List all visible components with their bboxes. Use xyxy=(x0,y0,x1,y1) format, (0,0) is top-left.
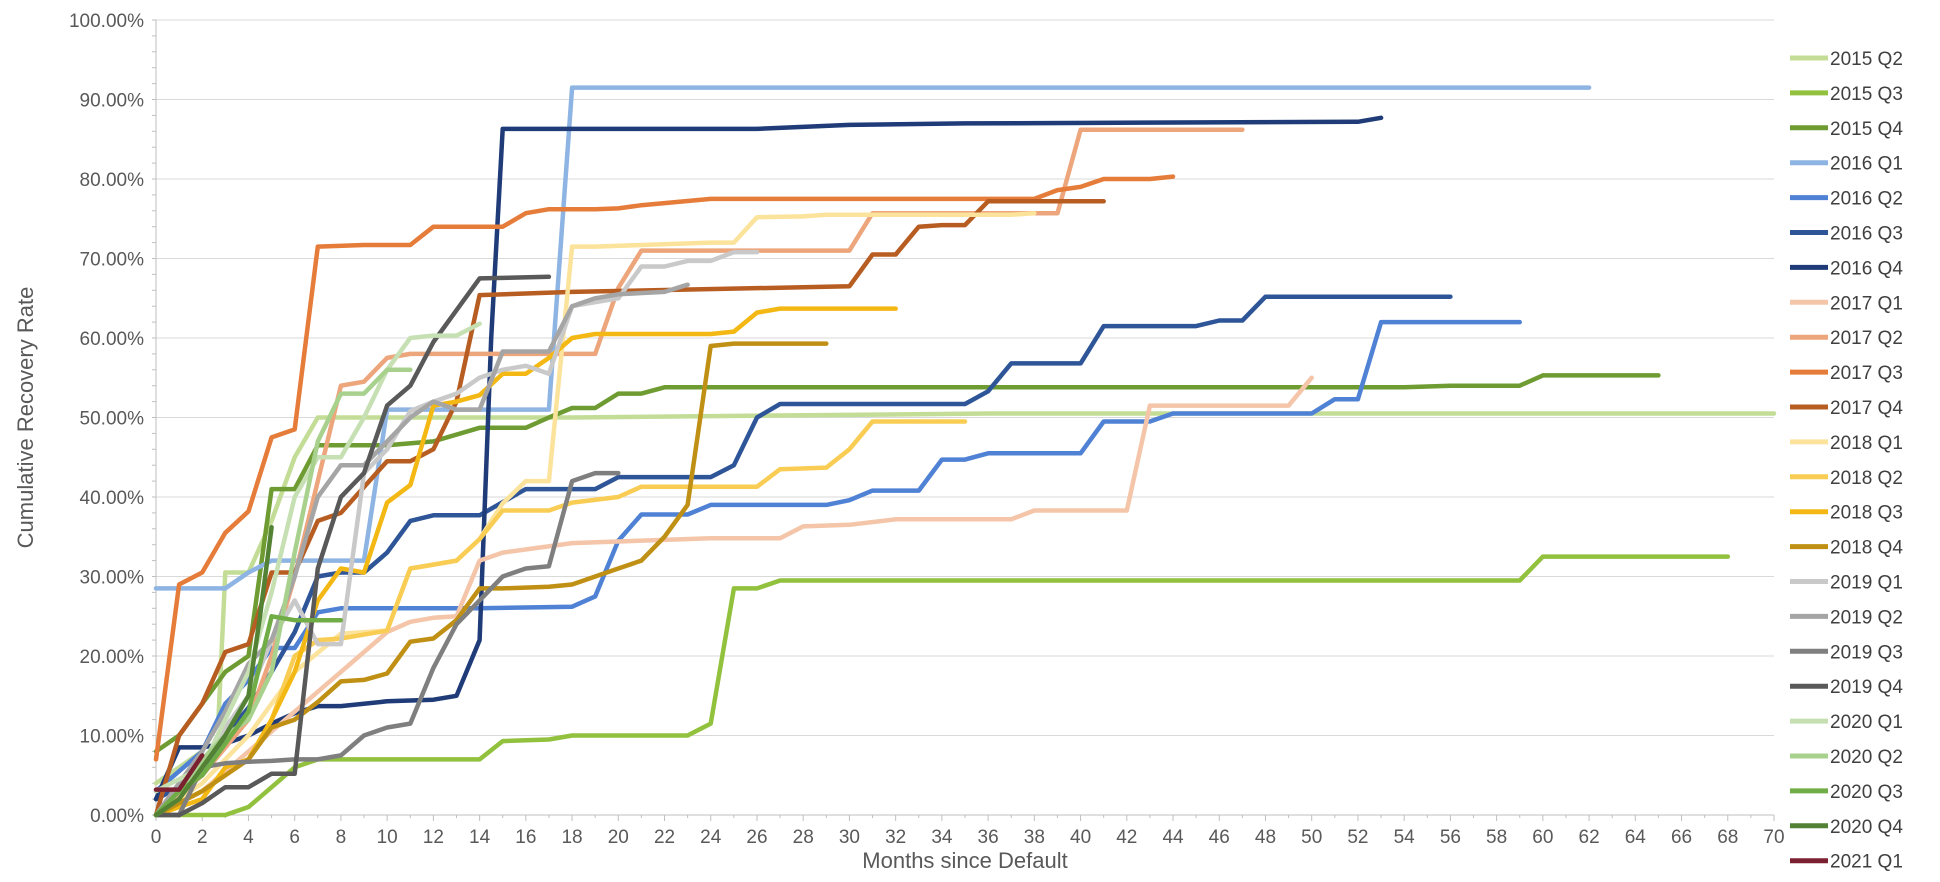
legend-entry-label: 2017 Q1 xyxy=(1830,293,1903,314)
x-tick-label: 54 xyxy=(1394,827,1416,848)
legend: 2015 Q2 2015 Q3 2015 Q4 2016 Q1 2016 Q2 2016 … xyxy=(1790,49,1903,873)
legend-entry-label: 2019 Q2 xyxy=(1830,607,1903,628)
x-tick-label: 30 xyxy=(839,827,860,848)
series-line-2018-q2 xyxy=(153,419,968,818)
x-tick-label: 20 xyxy=(608,827,629,848)
legend-entry-label: 2018 Q1 xyxy=(1830,433,1903,454)
legend-entry-label: 2018 Q2 xyxy=(1830,468,1903,489)
x-tick-label: 44 xyxy=(1162,827,1184,848)
series-line-2017-q1 xyxy=(153,375,1314,818)
x-tick-label: 56 xyxy=(1440,827,1461,848)
x-tick-label: 40 xyxy=(1070,827,1091,848)
legend-entry-label: 2015 Q4 xyxy=(1830,119,1903,140)
y-tick-label: 20.00% xyxy=(80,647,145,668)
series-line-2018-q1 xyxy=(153,210,1037,818)
y-axis-title: Cumulative Recovery Rate xyxy=(13,287,38,549)
series-line-2016-q1 xyxy=(153,85,1592,591)
x-tick-label: 12 xyxy=(423,827,444,848)
legend-entry-label: 2016 Q1 xyxy=(1830,154,1903,175)
x-tick-label: 64 xyxy=(1625,827,1647,848)
y-tick-label: 40.00% xyxy=(80,488,145,509)
x-tick-label: 48 xyxy=(1255,827,1276,848)
x-tick-label: 28 xyxy=(793,827,814,848)
series-line-2016-q2 xyxy=(153,319,1522,794)
x-tick-label: 38 xyxy=(1024,827,1045,848)
legend-entry-label: 2016 Q4 xyxy=(1830,258,1903,279)
legend-entry-label: 2019 Q3 xyxy=(1830,642,1903,663)
legend-entry-label: 2015 Q3 xyxy=(1830,84,1903,105)
x-tick-label: 46 xyxy=(1209,827,1230,848)
series-line-2020-q4 xyxy=(153,524,274,818)
y-tick-label: 80.00% xyxy=(80,170,145,191)
y-tick-label: 30.00% xyxy=(80,568,145,589)
series-line-2017-q4 xyxy=(153,199,1106,818)
x-tick-label: 36 xyxy=(978,827,999,848)
x-tick-label: 70 xyxy=(1763,827,1784,848)
legend-entry-label: 2018 Q3 xyxy=(1830,503,1903,524)
x-tick-label: 26 xyxy=(746,827,767,848)
x-tick-label: 2 xyxy=(197,827,208,848)
series-line-2021-q1 xyxy=(153,753,205,792)
legend-entry-label: 2021 Q1 xyxy=(1830,852,1903,873)
series-line-2015-q3 xyxy=(153,554,1731,818)
series-line-2019-q3 xyxy=(153,470,621,818)
x-tick-label: 14 xyxy=(469,827,491,848)
x-tick-label: 32 xyxy=(885,827,906,848)
legend-entry-label: 2019 Q4 xyxy=(1830,677,1903,698)
axes: 0.00% 10.00% 20.00% 30.00% 40.00% 50.00% 60.00… xyxy=(69,11,1785,848)
legend-entry-label: 2015 Q2 xyxy=(1830,49,1903,70)
x-tick-label: 52 xyxy=(1347,827,1368,848)
x-tick-label: 24 xyxy=(700,827,722,848)
legend-entry-label: 2016 Q3 xyxy=(1830,224,1903,245)
series-line-2015-q4 xyxy=(153,373,1661,754)
y-tick-label: 70.00% xyxy=(80,250,145,271)
series-line-2017-q2 xyxy=(153,127,1245,818)
legend-entry-label: 2020 Q1 xyxy=(1830,712,1903,733)
legend-entry-label: 2019 Q1 xyxy=(1830,573,1903,594)
series-line-2018-q4 xyxy=(153,341,829,818)
legend-entry-label: 2016 Q2 xyxy=(1830,189,1903,210)
legend-entry-label: 2017 Q4 xyxy=(1830,398,1903,419)
x-tick-label: 42 xyxy=(1116,827,1137,848)
x-tick-label: 18 xyxy=(561,827,582,848)
x-tick-label: 50 xyxy=(1301,827,1322,848)
x-tick-label: 68 xyxy=(1717,827,1738,848)
series-line-2016-q3 xyxy=(153,294,1453,802)
series-line-2020-q2 xyxy=(153,367,413,818)
y-tick-label: 100.00% xyxy=(69,11,144,32)
x-tick-label: 6 xyxy=(289,827,300,848)
x-tick-label: 10 xyxy=(377,827,398,848)
x-tick-label: 62 xyxy=(1579,827,1600,848)
series-lines xyxy=(153,85,1777,818)
x-axis-title: Months since Default xyxy=(862,848,1067,873)
series-line-2020-q1 xyxy=(153,321,482,794)
legend-entry-label: 2017 Q2 xyxy=(1830,328,1903,349)
x-tick-label: 8 xyxy=(336,827,347,848)
legend-entry-label: 2020 Q2 xyxy=(1830,747,1903,768)
y-tick-label: 90.00% xyxy=(80,91,145,112)
x-tick-label: 60 xyxy=(1532,827,1553,848)
legend-entry-label: 2017 Q3 xyxy=(1830,363,1903,384)
x-tick-label: 58 xyxy=(1486,827,1507,848)
x-tick-label: 4 xyxy=(243,827,254,848)
legend-entry-label: 2020 Q4 xyxy=(1830,817,1903,838)
x-tick-label: 22 xyxy=(654,827,675,848)
series-line-2019-q4 xyxy=(153,274,552,818)
y-tick-label: 10.00% xyxy=(80,727,145,748)
series-line-2017-q3 xyxy=(153,174,1176,762)
x-tick-label: 0 xyxy=(151,827,162,848)
x-tick-label: 34 xyxy=(931,827,953,848)
x-tick-label: 66 xyxy=(1671,827,1692,848)
y-tick-label: 0.00% xyxy=(90,806,144,827)
legend-entry-label: 2020 Q3 xyxy=(1830,782,1903,803)
x-tick-label: 16 xyxy=(515,827,536,848)
legend-entry-label: 2018 Q4 xyxy=(1830,538,1903,559)
y-tick-label: 60.00% xyxy=(80,329,145,350)
y-tick-label: 50.00% xyxy=(80,409,145,430)
